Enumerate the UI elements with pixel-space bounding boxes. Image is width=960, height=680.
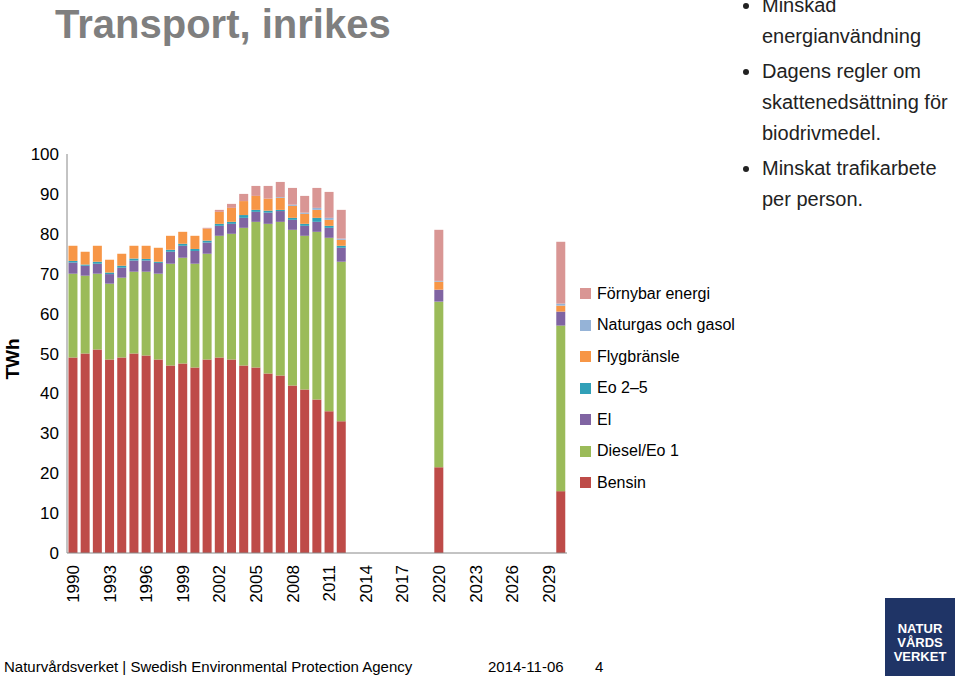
svg-text:2002: 2002: [210, 565, 229, 603]
html-text:Bensin: Bensin: [597, 473, 646, 491]
svg-text:30: 30: [40, 424, 59, 443]
html-text:Diesel/Eo 1: Diesel/Eo 1: [597, 442, 679, 460]
html-text:Flygbränsle: Flygbränsle: [597, 347, 680, 365]
svg-text:2008: 2008: [284, 565, 303, 603]
html-text:VERKET: VERKET: [893, 649, 947, 664]
svg-text:20: 20: [40, 464, 59, 483]
html-text:El: El: [597, 410, 612, 428]
html-text:Naturgas och gasol: Naturgas och gasol: [597, 316, 735, 334]
html-text:Minskat trafikarbete per perso: Minskat trafikarbete per person.: [762, 157, 937, 210]
html-text:VÅRDS: VÅRDS: [897, 635, 943, 650]
svg-text:1996: 1996: [137, 565, 156, 603]
svg-text:2026: 2026: [503, 565, 522, 603]
svg-text:70: 70: [40, 265, 59, 284]
svg-text:1993: 1993: [101, 565, 120, 603]
html-text:4: 4: [595, 658, 604, 675]
svg-text:90: 90: [40, 185, 59, 204]
html-text:Eo 2–5: Eo 2–5: [597, 379, 648, 397]
svg-text:2017: 2017: [393, 565, 412, 603]
svg-text:1999: 1999: [174, 565, 193, 603]
svg-text:80: 80: [40, 225, 59, 244]
svg-text:2023: 2023: [467, 565, 486, 603]
html-text:2014-11-06: 2014-11-06: [488, 658, 564, 675]
svg-text:50: 50: [40, 345, 59, 364]
svg-text:2020: 2020: [430, 565, 449, 603]
html-text:Förnybar energi: Förnybar energi: [597, 284, 710, 302]
html-text:Dagens regler om skattenedsätt: Dagens regler om skattenedsättning för b…: [762, 60, 948, 144]
svg-text:2014: 2014: [357, 565, 376, 603]
html-text:Naturvårdsverket | Swedish Env: Naturvårdsverket | Swedish Environmental…: [4, 658, 413, 675]
html-text:NATUR: NATUR: [897, 621, 943, 636]
svg-text:0: 0: [50, 544, 59, 563]
svg-text:2011: 2011: [320, 565, 339, 602]
svg-text:100: 100: [31, 145, 59, 164]
html-text:TWh: TWh: [1, 338, 23, 380]
svg-text:1990: 1990: [64, 565, 83, 603]
svg-text:60: 60: [40, 305, 59, 324]
svg-text:10: 10: [40, 504, 59, 523]
svg-text:2005: 2005: [247, 565, 266, 603]
svg-text:40: 40: [40, 384, 59, 403]
svg-text:2029: 2029: [540, 565, 559, 603]
html-text:Transport, inrikes: Transport, inrikes: [55, 2, 391, 46]
